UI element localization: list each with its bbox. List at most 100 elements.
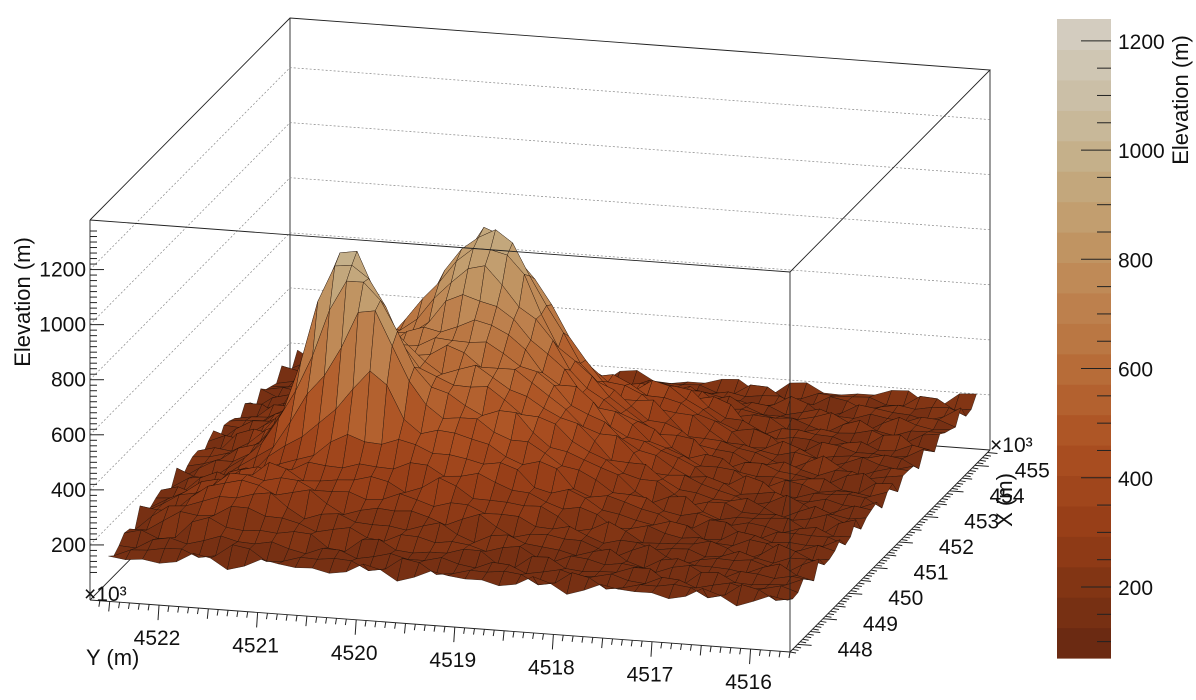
- y-tick-label: 4521: [232, 634, 279, 657]
- colorbar-band: [1057, 566, 1111, 598]
- x-tick-mark: [881, 559, 888, 562]
- x-tick-mark: [926, 513, 933, 516]
- y-tick-mark: [453, 627, 456, 643]
- x-tick-mark: [957, 482, 964, 485]
- y-tick-mark: [463, 627, 466, 634]
- x-tick-mark: [939, 500, 946, 503]
- x-tick-mark: [913, 526, 921, 529]
- colorbar-band: [1057, 505, 1111, 537]
- y-tick-mark: [542, 633, 545, 640]
- y-tick-mark: [768, 650, 771, 657]
- y-tick-mark: [108, 601, 111, 612]
- x-tick-mark: [936, 503, 947, 506]
- floor-front-edge: [89, 599, 791, 653]
- x-tick-mark: [906, 533, 913, 536]
- y-tick-mark: [758, 649, 761, 656]
- x-tick-mark: [972, 467, 979, 470]
- y-tick-mark: [620, 639, 623, 646]
- x-tick-mark: [984, 454, 992, 457]
- y-tick-mark: [492, 629, 495, 637]
- x-tick-mark: [967, 472, 974, 475]
- colorbar-band: [1057, 292, 1111, 324]
- x-tick-mark: [830, 610, 837, 613]
- colorbar-tick-label: 400: [1118, 468, 1153, 491]
- y-tick-label: 4522: [134, 627, 181, 650]
- x-tick-mark: [979, 459, 986, 462]
- x-tick-mark: [924, 515, 939, 518]
- colorbar-band: [1057, 171, 1111, 203]
- y-tick-mark: [325, 617, 328, 624]
- x-tick-mark: [863, 577, 870, 580]
- x-tick-mark: [954, 485, 961, 488]
- x-tick-mark: [921, 518, 928, 521]
- colorbar-band: [1057, 232, 1111, 264]
- x-tick-mark: [815, 625, 822, 628]
- surface-mesh: [108, 226, 977, 607]
- y-tick-mark: [512, 631, 515, 638]
- y-tick-mark: [680, 643, 683, 651]
- y-tick-mark: [256, 612, 259, 628]
- y-tick-mark: [433, 625, 436, 632]
- colorbar-band: [1057, 262, 1111, 294]
- x-tick-mark: [810, 631, 821, 634]
- y-tick-mark: [374, 621, 377, 628]
- y-tick-mark: [354, 619, 357, 635]
- y-tick-mark: [196, 607, 199, 615]
- x-tick-mark: [858, 582, 865, 585]
- y-tick-mark: [295, 615, 298, 622]
- y-tick-mark: [670, 643, 673, 650]
- y-axis-title: Y (m): [86, 645, 139, 670]
- y-tick-mark: [601, 638, 604, 649]
- x-tick-mark: [949, 490, 964, 493]
- x-tick-label: 449: [863, 613, 898, 636]
- x-tick-mark: [951, 487, 959, 490]
- y-tick-mark: [630, 640, 633, 647]
- y-tick-label: 4519: [429, 649, 476, 672]
- y-tick-mark: [216, 609, 219, 616]
- y-tick-mark: [246, 611, 249, 618]
- x-tick-mark: [840, 600, 847, 603]
- x-tick-label: 455: [1015, 459, 1050, 482]
- y-tick-mark: [315, 616, 318, 623]
- y-tick-mark: [749, 649, 752, 665]
- y-tick-mark: [423, 624, 426, 631]
- colorbar-band: [1057, 353, 1111, 385]
- colorbar-tick-label: 1000: [1118, 140, 1165, 163]
- y-tick-mark: [581, 636, 584, 643]
- x-tick-mark: [802, 638, 809, 641]
- y-tick-label: 4520: [331, 642, 378, 665]
- x-tick-mark: [850, 590, 857, 593]
- colorbar-band: [1057, 110, 1111, 142]
- x-tick-mark: [941, 498, 948, 501]
- x-tick-mark: [982, 457, 989, 460]
- x-tick-mark: [843, 597, 850, 600]
- x-tick-label: 453: [964, 510, 999, 533]
- y-tick-mark: [611, 638, 614, 645]
- z-grid-line-5: [89, 67, 991, 270]
- colorbar-tick-label: 1200: [1118, 31, 1165, 54]
- x-tick-mark: [964, 475, 971, 478]
- x-tick-mark: [868, 572, 875, 575]
- x-tick-mark: [886, 554, 897, 557]
- y-tick-label: 4518: [528, 656, 575, 679]
- z-grid-lines: [89, 67, 991, 546]
- y-tick-mark: [157, 605, 160, 621]
- y-tick-mark: [522, 632, 525, 639]
- y-tick-mark: [364, 620, 367, 627]
- colorbar-band: [1057, 627, 1111, 659]
- y-tick-label: 4517: [627, 664, 674, 687]
- y-tick-mark: [482, 629, 485, 636]
- y-tick-mark: [305, 616, 308, 627]
- x-tick-mark: [959, 480, 966, 483]
- x-tick-mark: [805, 636, 812, 639]
- x-tick-mark: [800, 641, 807, 644]
- x-tick-mark: [860, 579, 871, 582]
- x-tick-mark: [789, 651, 797, 654]
- y-tick-label: 4516: [725, 671, 772, 694]
- x-tick-mark: [838, 602, 845, 605]
- x-tick-mark: [931, 508, 938, 511]
- x-tick-mark: [901, 539, 908, 541]
- colorbar-band: [1057, 19, 1111, 51]
- y-tick-mark: [443, 626, 446, 633]
